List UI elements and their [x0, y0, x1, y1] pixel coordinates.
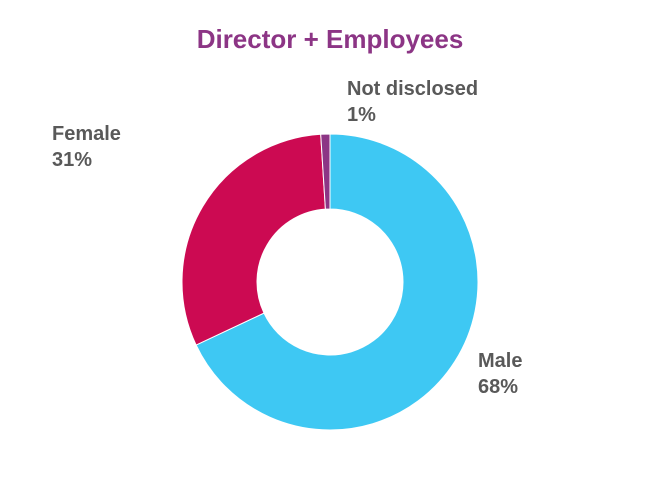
slice-female	[181, 133, 326, 346]
slice-label-male-name: Male	[478, 350, 523, 372]
chart-title: Director + Employees	[196, 24, 464, 54]
slice-not-disclosed	[320, 133, 331, 210]
slice-group	[181, 133, 479, 431]
slice-label-female: Female 31%	[52, 121, 121, 173]
slice-label-female-value: 31%	[52, 149, 93, 171]
slice-label-female-name: Female	[52, 123, 121, 145]
slice-label-male-value: 68%	[478, 376, 519, 398]
slice-label-not-disclosed-value: 1%	[347, 104, 376, 126]
slice-male	[195, 133, 479, 431]
slice-label-not-disclosed: Not disclosed 1%	[347, 76, 478, 128]
slice-label-male: Male 68%	[478, 348, 522, 400]
slice-label-not-disclosed-name: Not disclosed	[347, 78, 479, 100]
